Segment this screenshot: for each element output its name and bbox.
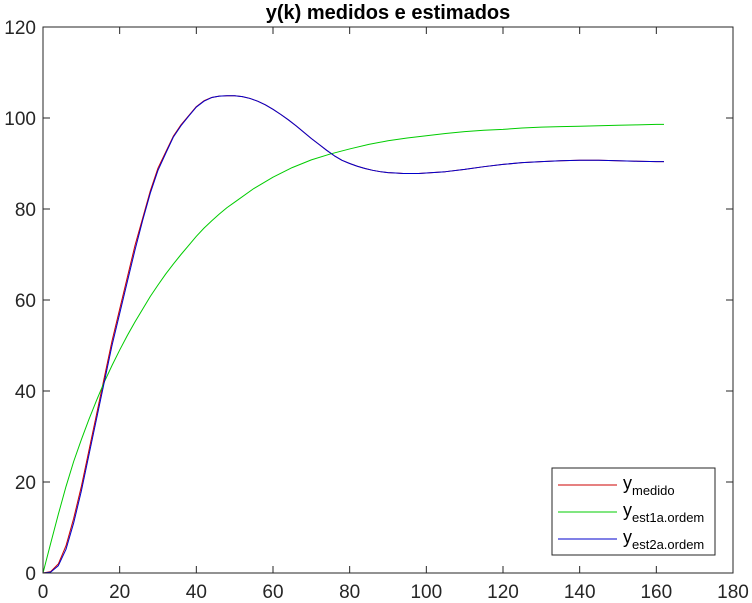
series-line-2 bbox=[42, 95, 664, 574]
series-layer bbox=[42, 95, 664, 574]
y-tick-label: 100 bbox=[4, 109, 36, 130]
y-tick-label: 120 bbox=[4, 18, 36, 39]
y-tick-label: 60 bbox=[15, 291, 36, 312]
x-tick-label: 140 bbox=[564, 582, 596, 603]
x-tick-label: 60 bbox=[262, 582, 283, 603]
axes-layer: 0 20 40 60 80 100 120 140 160 180 0 20 40 60 80 100 120 bbox=[4, 18, 749, 603]
y-tick-label: 20 bbox=[15, 473, 36, 494]
y-tick-label: 40 bbox=[15, 382, 36, 403]
x-tick-label: 120 bbox=[487, 582, 519, 603]
y-tick-label: 0 bbox=[25, 564, 36, 585]
x-tick-label: 40 bbox=[186, 582, 207, 603]
x-tick-label: 160 bbox=[640, 582, 672, 603]
x-tick-label: 20 bbox=[109, 582, 130, 603]
x-tick-label: 100 bbox=[410, 582, 442, 603]
x-tick-label: 180 bbox=[717, 582, 749, 603]
x-tick-label: 80 bbox=[339, 582, 360, 603]
chart-title: y(k) medidos e estimados bbox=[266, 2, 511, 24]
x-tick-label: 0 bbox=[38, 582, 49, 603]
y-tick-label: 80 bbox=[15, 200, 36, 221]
